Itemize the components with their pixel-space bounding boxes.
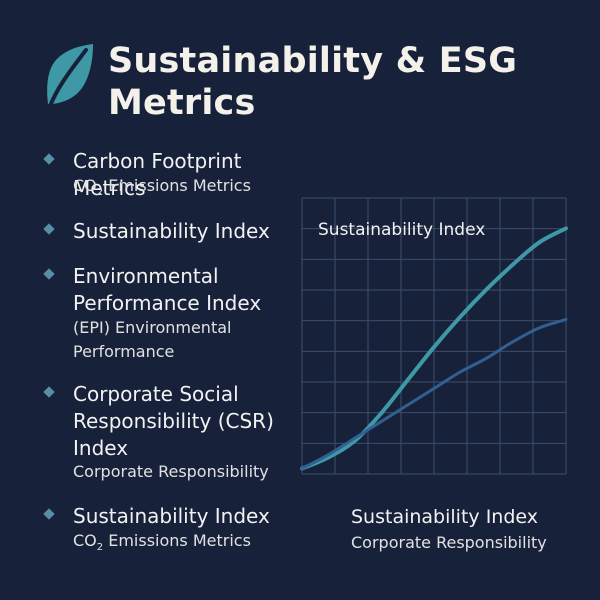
leaf-icon	[47, 44, 93, 108]
chart-title: Sustainability Index	[351, 506, 538, 528]
bullet-diamond-icon	[43, 223, 55, 235]
chart-series-line-2	[300, 317, 568, 470]
bullet-diamond-icon	[43, 508, 55, 520]
metric-detail: (EPI) Environmental Performance	[73, 318, 232, 361]
chart-series-line-1	[300, 226, 568, 471]
metric-label: Sustainability Index	[73, 504, 270, 528]
bullet-diamond-icon	[43, 386, 55, 398]
bullet-diamond-icon	[43, 153, 55, 165]
chart-subtitle: Corporate Responsibility	[351, 533, 547, 552]
chart-line-label: Sustainability Index	[318, 220, 486, 240]
metric-label: Sustainability Index	[73, 219, 270, 243]
bullet-diamond-icon	[43, 268, 55, 280]
page-title: Sustainability & ESG Metrics	[108, 41, 518, 123]
metric-label: Carbon Footprint Metrics	[73, 149, 242, 200]
metric-label: Environmental Performance Index	[73, 264, 262, 315]
metric-detail: CO2 Emissions Metrics	[73, 176, 251, 199]
metric-detail: CO2 Emissions Metrics	[73, 531, 251, 554]
metric-detail: Corporate Responsibility	[73, 462, 269, 481]
metric-label: Corporate Social Responsibility (CSR) In…	[73, 382, 274, 460]
line-chart	[300, 197, 568, 475]
